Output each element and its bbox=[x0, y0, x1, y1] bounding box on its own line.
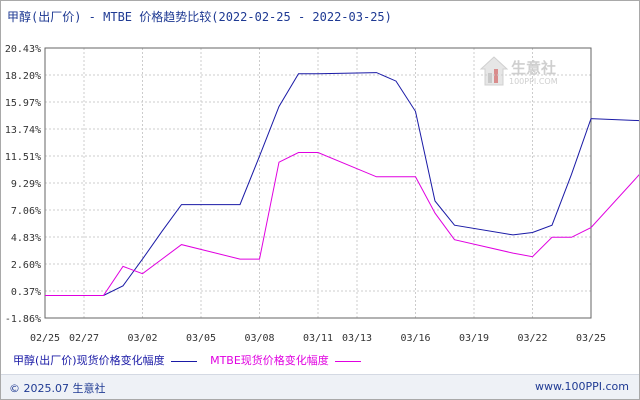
y-tick-label: 18.20% bbox=[5, 71, 41, 82]
footer-bar: © 2025.07 生意社 www.100PPI.com bbox=[1, 374, 639, 399]
x-tick-label: 03/08 bbox=[244, 333, 274, 344]
x-tick-label: 03/25 bbox=[576, 333, 606, 344]
y-tick-label: 11.51% bbox=[5, 152, 41, 163]
x-tick-label: 03/16 bbox=[400, 333, 430, 344]
legend-swatch-series-1 bbox=[170, 360, 197, 362]
x-tick-label: 03/19 bbox=[459, 333, 489, 344]
x-tick-label: 03/22 bbox=[517, 333, 547, 344]
line-chart: 20.43% 18.20% 15.97% 13.74% 11.51% 9.29% 7.06%… bbox=[5, 44, 639, 344]
watermark: 生意社 100PPI.COM bbox=[479, 55, 579, 95]
y-tick-label: 15.97% bbox=[5, 98, 41, 109]
legend-label-series-2: MTBE现货价格变化幅度 bbox=[210, 354, 329, 367]
watermark-text: 生意社 bbox=[511, 59, 557, 77]
page-title: 甲醇(出厂价) - MTBE 价格趋势比较(2022-02-25 - 2022-… bbox=[7, 10, 392, 24]
y-tick-label: 13.74% bbox=[5, 125, 41, 136]
y-tick-label: 0.37% bbox=[11, 287, 41, 298]
y-tick-label: 20.43% bbox=[5, 44, 41, 55]
series-line-1 bbox=[45, 72, 639, 296]
watermark-url: 100PPI.COM bbox=[509, 77, 558, 86]
legend-item-series-1: 甲醇(出厂价)现货价格变化幅度 bbox=[13, 352, 197, 368]
y-tick-label: 2.60% bbox=[11, 260, 41, 271]
legend-item-series-2: MTBE现货价格变化幅度 bbox=[210, 352, 361, 368]
watermark-logo-icon bbox=[479, 56, 509, 86]
y-tick-label: 7.06% bbox=[11, 206, 41, 217]
series-2-points bbox=[44, 152, 592, 296]
y-tick-label: -1.86% bbox=[5, 314, 41, 325]
y-tick-label: 9.29% bbox=[11, 179, 41, 190]
series-1-points bbox=[44, 72, 592, 296]
x-tick-label: 03/13 bbox=[342, 333, 372, 344]
x-tick-label: 02/25 bbox=[30, 333, 60, 344]
footer-site-link[interactable]: www.100PPI.com bbox=[535, 380, 629, 393]
legend-swatch-series-2 bbox=[334, 360, 361, 362]
x-tick-label: 03/02 bbox=[127, 333, 157, 344]
series-line-2 bbox=[45, 152, 639, 296]
legend-label-series-1: 甲醇(出厂价)现货价格变化幅度 bbox=[13, 354, 165, 367]
x-tick-label: 02/27 bbox=[69, 333, 99, 344]
y-tick-label: 4.83% bbox=[11, 233, 41, 244]
plot-area-border bbox=[44, 47, 592, 319]
legend: 甲醇(出厂价)现货价格变化幅度 MTBE现货价格变化幅度 bbox=[13, 352, 371, 368]
x-tick-label: 03/11 bbox=[303, 333, 333, 344]
footer-copyright: © 2025.07 生意社 bbox=[9, 382, 106, 395]
x-tick-label: 03/05 bbox=[186, 333, 216, 344]
